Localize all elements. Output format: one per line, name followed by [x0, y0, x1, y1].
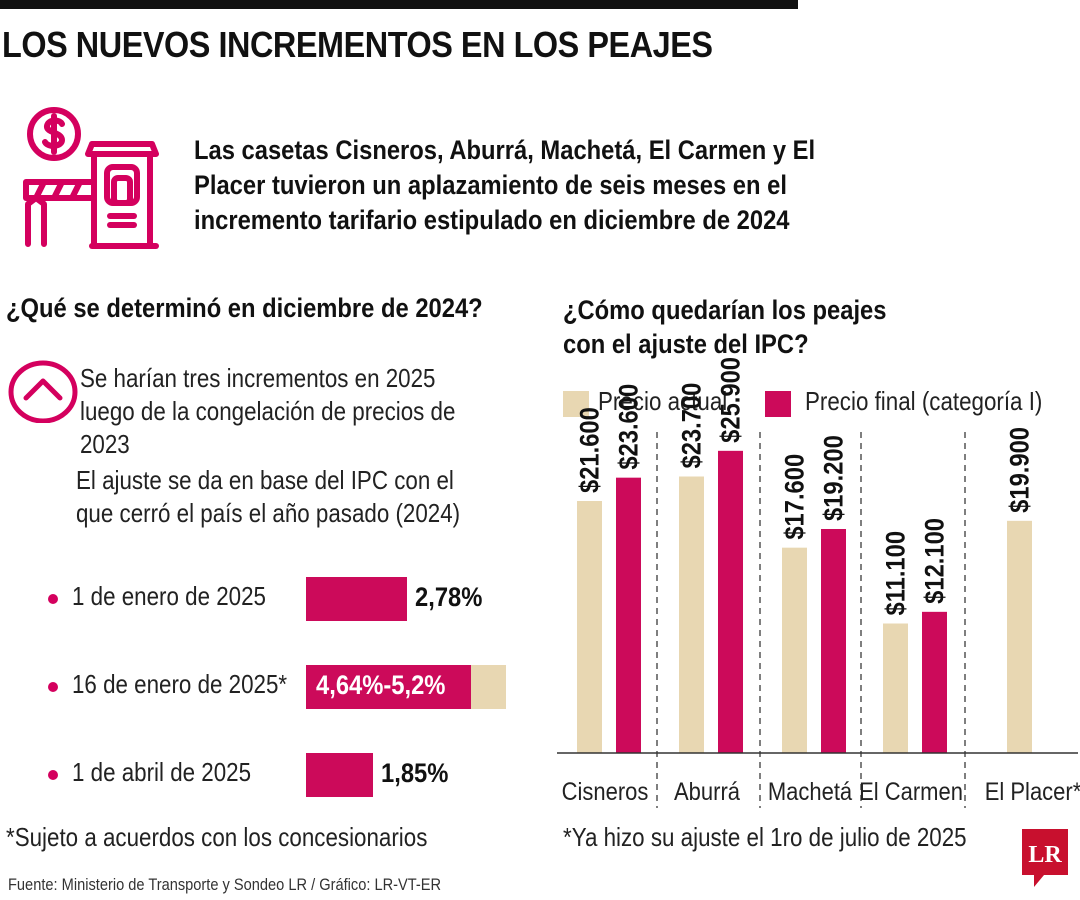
intro-text: Las casetas Cisneros, Aburrá, Machetá, E…	[194, 135, 816, 235]
bar-current	[577, 501, 602, 753]
chevron-up-icon	[8, 360, 78, 423]
increment-date: 16 de enero de 2025*	[72, 669, 288, 699]
bar-value-label: $19.900	[1005, 427, 1035, 513]
bar-value-label: $17.600	[780, 454, 810, 540]
source-credit: Fuente: Ministerio de Transporte y Sonde…	[8, 875, 442, 894]
bar-current	[1007, 520, 1032, 753]
bar-final	[821, 529, 846, 753]
chart-legend: Precio actual Precio final (categoría I)	[563, 386, 1063, 422]
increment-date: 1 de enero de 2025	[72, 581, 266, 611]
increment-row: 16 de enero de 2025* 4,64%-5,2%	[0, 665, 550, 709]
toll-price-chart: $21.600 $23.600 Cisneros $23.700 $25.900 Abur…	[557, 357, 1080, 808]
bar-current	[883, 623, 908, 753]
toll-booth-icon	[23, 107, 159, 249]
bar-value-label: $11.100	[881, 531, 911, 616]
bar-value-label: $19.200	[819, 435, 849, 521]
increment-value: 2,78%	[414, 582, 482, 612]
increment-bar	[306, 665, 471, 709]
bar-final	[922, 611, 947, 753]
legend-label-final: Precio final (categoría I)	[805, 386, 1043, 416]
lr-logo: LR	[1022, 829, 1068, 887]
bar-value-label: $21.600	[575, 407, 605, 493]
chart-footnote: *Ya hizo su ajuste el 1ro de julio de 20…	[563, 822, 967, 852]
bar-current	[679, 476, 704, 753]
bar-final	[616, 477, 641, 753]
bar-value-label: $23.700	[677, 383, 707, 469]
top-rule	[0, 0, 798, 9]
legend-swatch-final	[765, 391, 791, 417]
increment-value: 4,64%-5,2%	[316, 670, 446, 700]
category-label: Cisneros	[562, 778, 649, 806]
category-label: El Placer*	[985, 778, 1080, 806]
increment-row: 1 de enero de 2025 2,78%	[0, 577, 550, 621]
increment-bar	[306, 753, 373, 797]
legend-swatch-current	[563, 391, 589, 417]
left-footnote: *Sujeto a acuerdos con los concesionario…	[6, 822, 428, 852]
category-label: El Carmen	[859, 778, 963, 806]
increment-value: 1,85%	[380, 758, 449, 788]
bar-value-label: $25.900	[716, 357, 746, 443]
bar-current	[782, 547, 807, 753]
bar-final	[718, 450, 743, 753]
bullet-dot-icon	[48, 594, 58, 604]
page-title: LOS NUEVOS INCREMENTOS EN LOS PEAJES	[2, 24, 713, 65]
increment-bar	[306, 577, 407, 621]
bullet-dot-icon	[48, 682, 58, 692]
paragraph-increments: Se harían tres incrementos en 2025 luego…	[80, 363, 456, 459]
bar-value-label: $23.600	[614, 384, 644, 470]
category-label: Aburrá	[674, 778, 741, 806]
legend-label-current: Precio actual	[598, 386, 728, 416]
lr-logo-text: LR	[1028, 842, 1062, 868]
chart-title: ¿Cómo quedarían los peajes con el ajuste…	[563, 295, 887, 359]
increment-row: 1 de abril de 2025 1,85%	[0, 753, 550, 797]
category-label: Machetá	[768, 778, 853, 806]
paragraph-ipc: El ajuste se da en base del IPC con el q…	[76, 465, 461, 528]
bullet-dot-icon	[48, 770, 58, 780]
bar-value-label: $12.100	[920, 518, 950, 604]
left-section-title: ¿Qué se determinó en diciembre de 2024?	[6, 293, 483, 323]
increment-date: 1 de abril de 2025	[72, 757, 252, 787]
